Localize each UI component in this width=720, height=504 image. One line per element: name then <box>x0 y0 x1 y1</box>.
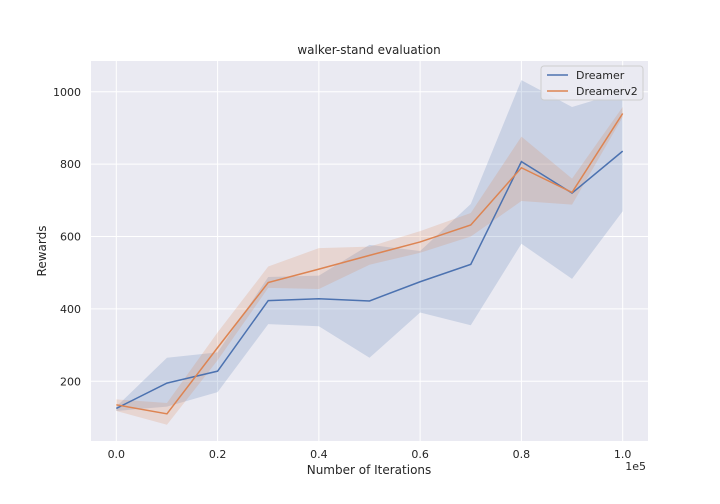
x-tick-label: 0.6 <box>411 448 429 461</box>
x-tick-label: 0.4 <box>310 448 328 461</box>
x-tick-label: 0.2 <box>209 448 227 461</box>
confidence-bands <box>116 80 623 425</box>
y-tick-label: 800 <box>60 158 81 171</box>
chart-title: walker-stand evaluation <box>297 43 440 57</box>
legend-label-dreamer: Dreamer <box>576 69 625 82</box>
y-tick-label: 400 <box>60 303 81 316</box>
y-tick-label: 1000 <box>53 86 81 99</box>
x-tick-label: 0.0 <box>108 448 126 461</box>
x-axis-label: Number of Iterations <box>307 463 432 477</box>
plot-area <box>91 61 648 441</box>
x-tick-label: 0.8 <box>513 448 531 461</box>
y-tick-label: 200 <box>60 375 81 388</box>
legend: Dreamer Dreamerv2 <box>540 65 644 101</box>
y-tick-label: 600 <box>60 231 81 244</box>
series-lines <box>115 113 624 415</box>
x-axis-offset-label: 1e5 <box>625 460 646 473</box>
band-dreamer <box>116 80 623 411</box>
legend-label-dreamerv2: Dreamerv2 <box>576 85 638 98</box>
y-axis-ticks: 200 400 600 800 1000 <box>53 86 81 389</box>
x-tick-label: 1.0 <box>614 448 632 461</box>
band-dreamerv2 <box>116 106 623 425</box>
x-axis-ticks: 0.0 0.2 0.4 0.6 0.8 1.0 <box>108 448 632 461</box>
y-axis-label: Rewards <box>35 226 49 277</box>
